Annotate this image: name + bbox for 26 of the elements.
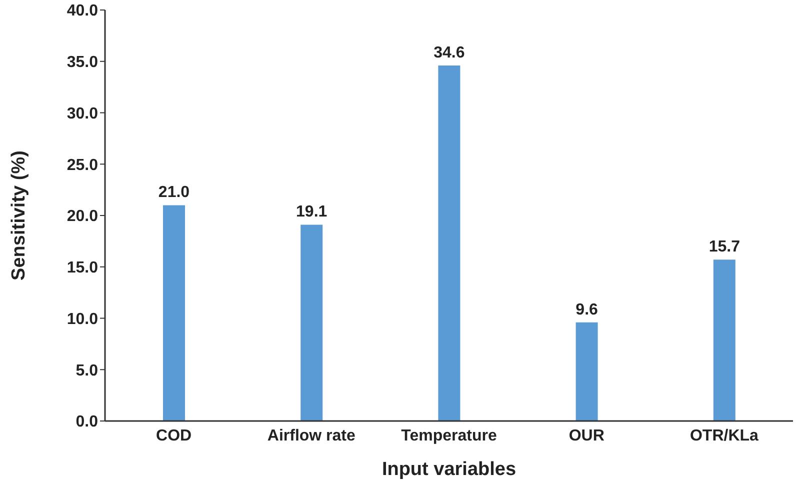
- bar: [163, 205, 185, 421]
- y-tick-label: 5.0: [76, 362, 98, 380]
- y-tick-label: 20.0: [66, 208, 98, 226]
- y-tick-label: 35.0: [66, 54, 98, 72]
- y-axis-title: Sensitivity (%): [8, 150, 30, 280]
- data-label: 15.7: [708, 238, 740, 256]
- bar: [576, 322, 598, 421]
- data-label: 21.0: [158, 184, 190, 202]
- bar: [300, 224, 323, 421]
- x-tick-label: OTR/KLa: [690, 427, 759, 444]
- y-tick-label: 10.0: [66, 310, 98, 328]
- y-tick-label: 25.0: [66, 156, 98, 174]
- bar: [713, 260, 736, 421]
- bar: [438, 65, 460, 421]
- y-tick-label: 0.0: [76, 414, 98, 431]
- data-label: 9.6: [576, 301, 598, 318]
- data-label: 34.6: [434, 44, 465, 62]
- y-tick-label: 15.0: [66, 260, 98, 277]
- x-tick-label: OUR: [568, 427, 605, 444]
- y-tick-label: 30.0: [66, 105, 98, 122]
- x-tick-label: COD: [156, 427, 192, 444]
- x-tick-label: Temperature: [401, 427, 497, 444]
- data-label: 19.1: [296, 204, 328, 221]
- x-tick-label: Airflow rate: [267, 427, 356, 444]
- x-axis-title: Input variables: [382, 459, 516, 480]
- y-tick-label: 40.0: [66, 2, 98, 20]
